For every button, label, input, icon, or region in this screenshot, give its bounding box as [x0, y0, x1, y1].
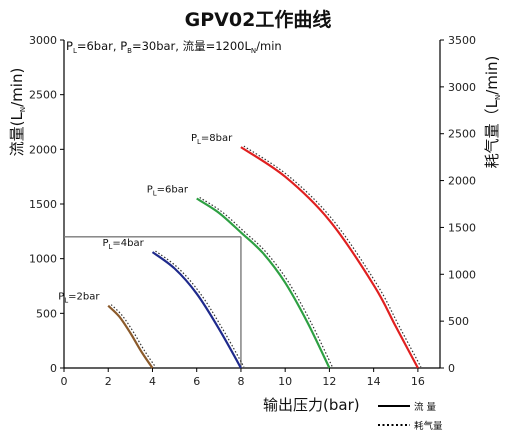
y-right-tick-label: 1000 [448, 268, 476, 281]
series-line-air [243, 145, 422, 368]
x-tick-label: 12 [322, 375, 336, 388]
x-tick-label: 14 [367, 375, 381, 388]
y-right-tick-label: 0 [448, 362, 455, 375]
x-tick-label: 0 [61, 375, 68, 388]
y-left-tick-label: 2500 [29, 89, 57, 102]
series-line-flow [151, 251, 242, 369]
operating-conditions-note: PL=6bar, PB=30bar, 流量=1200LN/min [66, 39, 282, 55]
y-left-tick-label: 1000 [29, 253, 57, 266]
series-label: PL=2bar [58, 292, 100, 305]
x-tick-label: 10 [278, 375, 292, 388]
y-axis-left-ticks: 0 500 1000 1500 2000 2500 3000 [29, 34, 64, 375]
x-axis-ticks: 0 2 4 6 8 10 12 14 16 [61, 368, 425, 388]
y-right-tick-label: 1500 [448, 221, 476, 234]
x-tick-label: 4 [149, 375, 156, 388]
series-label: PL=4bar [102, 238, 144, 251]
operating-point-guides [64, 236, 242, 368]
y-right-tick-label: 3000 [448, 81, 476, 94]
x-axis-label: 输出压力(bar) [263, 396, 360, 414]
series-line-flow [196, 197, 331, 369]
legend-flow-label: 流 量 [414, 401, 437, 413]
legend: 流 量 耗气量 [378, 401, 443, 432]
series-line-air [199, 196, 333, 368]
y-right-tick-label: 3500 [448, 34, 476, 47]
y-right-tick-label: 2500 [448, 128, 476, 141]
series-line-air [155, 250, 245, 368]
series-label: PL=8bar [191, 133, 233, 146]
y-right-tick-label: 500 [448, 315, 469, 328]
y-axis-right-label: 耗气量（LN/min) [483, 56, 502, 169]
y-left-tick-label: 1500 [29, 198, 57, 211]
y-axis-left-label: 流量(LN/min) [8, 68, 27, 157]
y-left-tick-label: 2000 [29, 143, 57, 156]
series-line-air [110, 304, 156, 368]
legend-air-label: 耗气量 [414, 420, 443, 432]
x-tick-label: 8 [237, 375, 244, 388]
y-left-tick-label: 3000 [29, 34, 57, 47]
x-tick-label: 16 [411, 375, 425, 388]
y-left-tick-label: 0 [50, 362, 57, 375]
series-line-flow [107, 304, 154, 369]
y-left-tick-label: 500 [36, 307, 57, 320]
x-tick-label: 6 [193, 375, 200, 388]
chart-title: GPV02工作曲线 [185, 8, 332, 31]
x-tick-label: 2 [105, 375, 112, 388]
series-line-flow [240, 146, 419, 369]
y-right-tick-label: 2000 [448, 175, 476, 188]
y-axis-right-ticks: 0 500 1000 1500 2000 2500 3000 3500 [440, 34, 476, 375]
series-group: PL=2bar PL=4bar PL=6bar PL=8bar [58, 133, 422, 369]
series-label: PL=6bar [147, 185, 189, 198]
